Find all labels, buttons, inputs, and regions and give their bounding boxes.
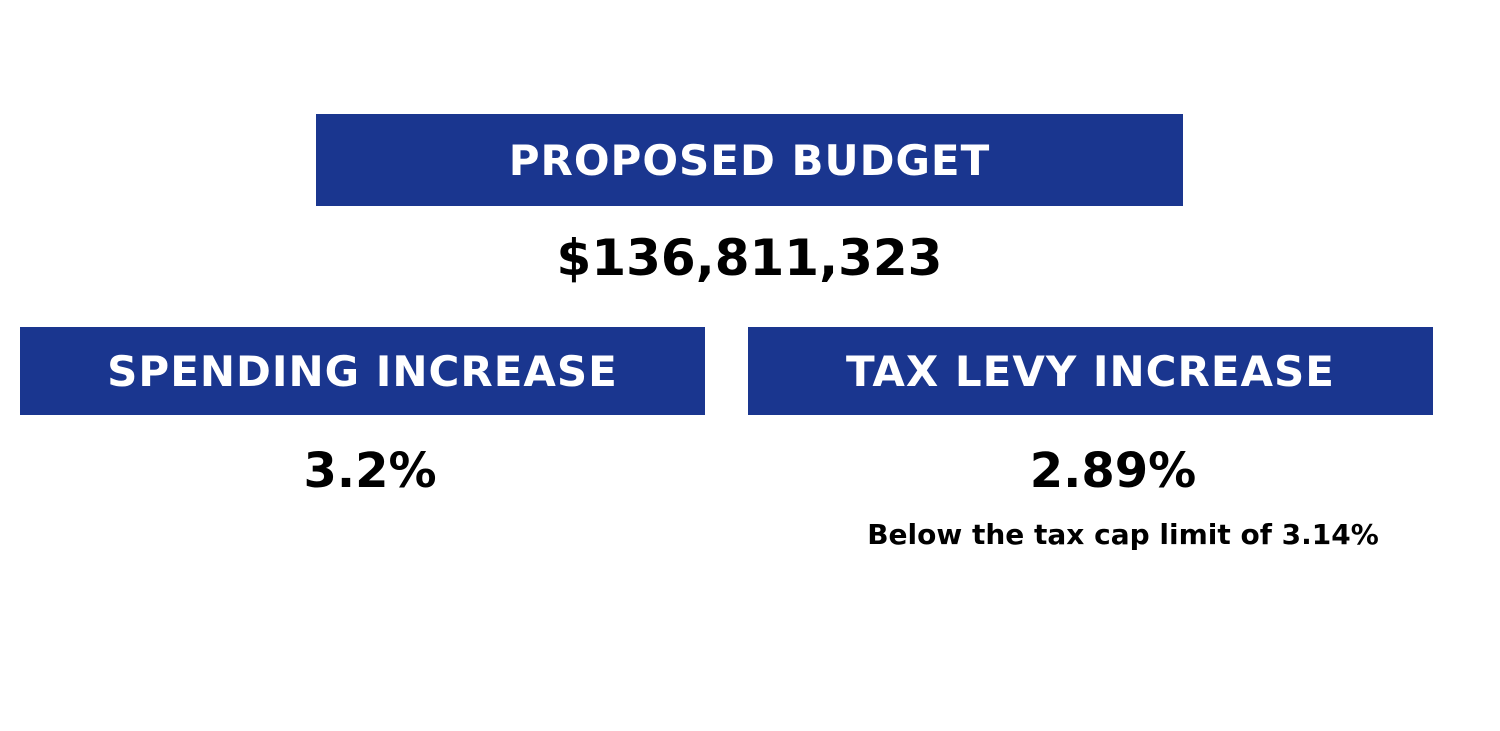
spending-increase-value: 3.2% [303, 443, 437, 499]
proposed-budget-banner: PROPOSED BUDGET [316, 114, 1183, 206]
tax-levy-increase-banner: TAX LEVY INCREASE [748, 327, 1433, 415]
proposed-budget-value: $136,811,323 [556, 229, 943, 287]
tax-levy-increase-value: 2.89% [1029, 443, 1197, 499]
tax-cap-note: Below the tax cap limit of 3.14% [867, 518, 1379, 551]
spending-increase-banner: SPENDING INCREASE [20, 327, 705, 415]
